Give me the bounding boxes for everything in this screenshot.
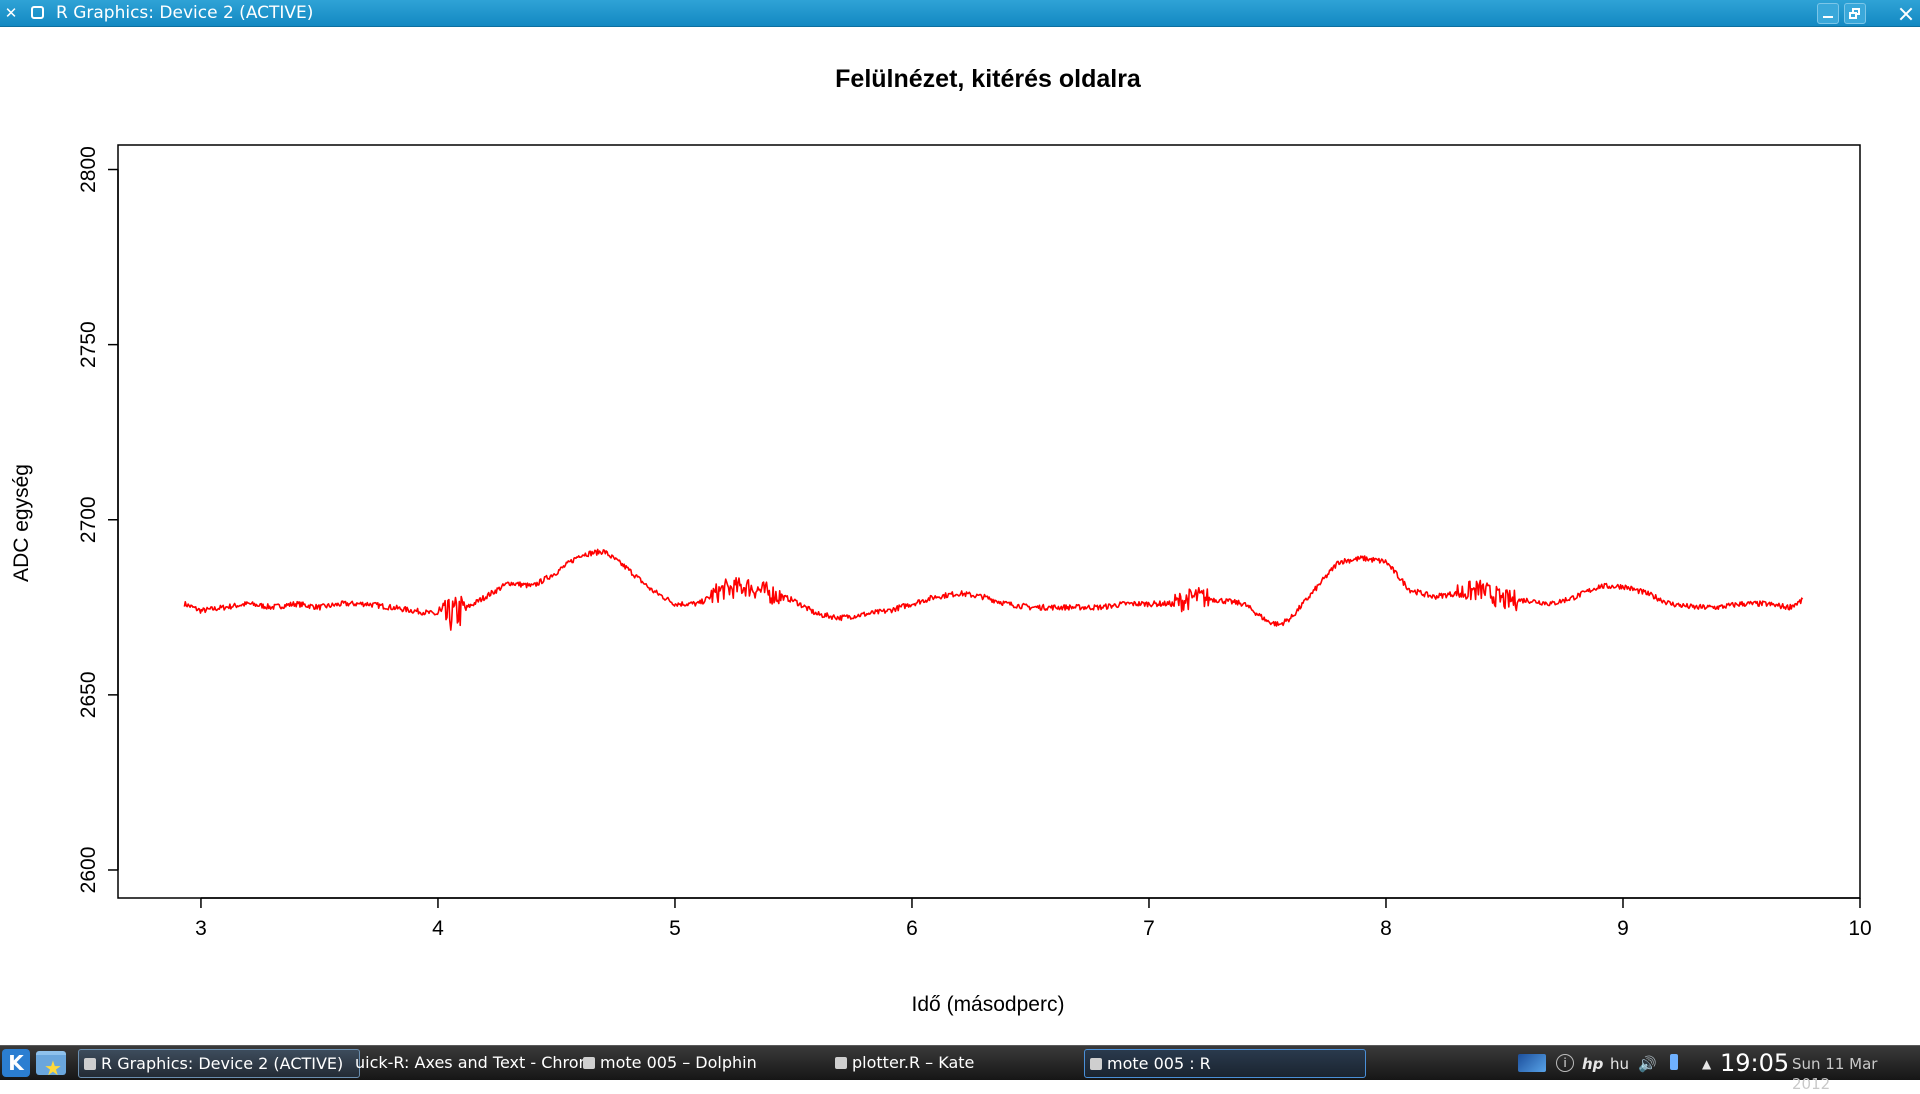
kate-icon — [835, 1057, 847, 1069]
close-button[interactable] — [1895, 3, 1917, 24]
y-tick-label: 2650 — [77, 672, 100, 719]
monitor-icon[interactable] — [1518, 1054, 1546, 1072]
taskbar: K ★ R Graphics: Device 2 (ACTIVE) uick-R… — [0, 1045, 1920, 1093]
window-title: R Graphics: Device 2 (ACTIVE) — [56, 3, 314, 23]
window-menu-icon[interactable] — [28, 3, 46, 23]
x-tick-label: 8 — [1380, 917, 1392, 940]
task-dolphin[interactable]: mote 005 – Dolphin — [578, 1049, 828, 1078]
folder-star-icon[interactable]: ★ — [36, 1051, 66, 1078]
kde-launcher-icon[interactable]: K — [2, 1049, 30, 1077]
task-label: plotter.R – Kate — [852, 1053, 975, 1072]
window-titlebar[interactable]: ✕ R Graphics: Device 2 (ACTIVE) — [0, 0, 1920, 27]
x-axis: 3 4 5 6 7 8 9 10 — [195, 897, 1872, 940]
hp-icon[interactable]: hp — [1582, 1055, 1604, 1073]
volume-icon[interactable]: 🔊 — [1638, 1055, 1657, 1073]
chart-title: Felülnézet, kitérés oldalra — [835, 65, 1142, 93]
x-tick-label: 7 — [1143, 917, 1155, 940]
task-terminal[interactable]: mote 005 : R — [1084, 1049, 1366, 1078]
task-label: mote 005 – Dolphin — [600, 1053, 757, 1072]
task-label: uick-R: Axes and Text - Chrom — [355, 1053, 595, 1072]
tray-expand-icon[interactable]: ▲ — [1702, 1057, 1712, 1071]
minimize-button[interactable] — [1817, 3, 1839, 24]
task-label: mote 005 : R — [1107, 1054, 1211, 1073]
x-tick-label: 4 — [432, 917, 444, 940]
info-icon[interactable]: i — [1556, 1054, 1574, 1072]
y-tick-label: 2800 — [77, 146, 100, 193]
dolphin-icon — [583, 1057, 595, 1069]
x-axis-label: Idő (másodperc) — [912, 993, 1065, 1016]
r-app-icon[interactable]: ✕ — [4, 4, 18, 22]
task-r-graphics[interactable]: R Graphics: Device 2 (ACTIVE) — [78, 1049, 360, 1078]
task-chrome[interactable]: uick-R: Axes and Text - Chrom — [355, 1049, 603, 1078]
y-tick-label: 2700 — [77, 496, 100, 543]
maximize-button[interactable] — [1844, 3, 1866, 24]
battery-icon[interactable] — [1670, 1054, 1678, 1070]
r-icon — [84, 1058, 96, 1070]
keyboard-layout-indicator[interactable]: hu — [1610, 1055, 1630, 1073]
y-axis: 2600 2650 2700 2750 2800 — [77, 146, 119, 894]
x-tick-label: 9 — [1617, 917, 1629, 940]
clock-time[interactable]: 19:05 — [1720, 1049, 1790, 1077]
y-tick-label: 2750 — [77, 321, 100, 368]
clock-date[interactable]: Sun 11 Mar 2012 — [1792, 1055, 1878, 1093]
x-tick-label: 5 — [669, 917, 681, 940]
terminal-icon — [1090, 1058, 1102, 1070]
y-tick-label: 2600 — [77, 847, 100, 894]
x-tick-label: 10 — [1848, 917, 1871, 940]
task-kate[interactable]: plotter.R – Kate — [830, 1049, 1080, 1078]
x-tick-label: 3 — [195, 917, 207, 940]
series-line — [183, 548, 1804, 631]
plot-frame — [117, 144, 1861, 899]
x-tick-label: 6 — [906, 917, 918, 940]
plot-canvas: Felülnézet, kitérés oldalra 3 4 5 6 7 8 9 10 26… — [10, 65, 1872, 1016]
y-axis-label: ADC egység — [10, 464, 33, 582]
task-label: R Graphics: Device 2 (ACTIVE) — [101, 1054, 344, 1073]
